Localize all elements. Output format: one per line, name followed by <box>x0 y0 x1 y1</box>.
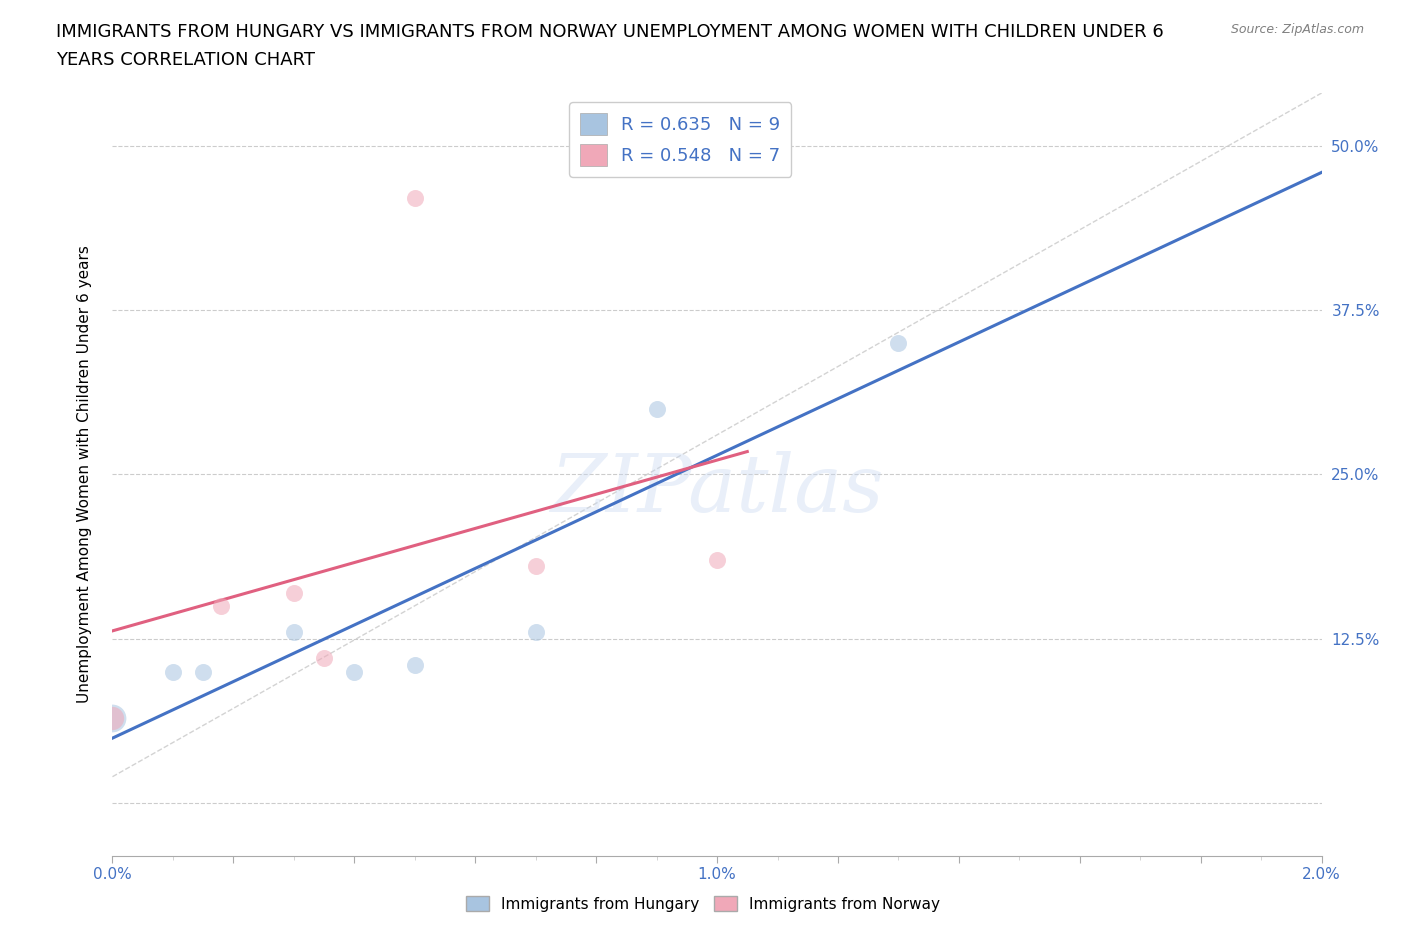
Legend: Immigrants from Hungary, Immigrants from Norway: Immigrants from Hungary, Immigrants from… <box>460 889 946 918</box>
Text: IMMIGRANTS FROM HUNGARY VS IMMIGRANTS FROM NORWAY UNEMPLOYMENT AMONG WOMEN WITH : IMMIGRANTS FROM HUNGARY VS IMMIGRANTS FR… <box>56 23 1164 41</box>
Text: Source: ZipAtlas.com: Source: ZipAtlas.com <box>1230 23 1364 36</box>
Point <box>343 664 366 679</box>
Point <box>162 664 184 679</box>
Point <box>524 625 547 640</box>
Point <box>312 651 335 666</box>
Y-axis label: Unemployment Among Women with Children Under 6 years: Unemployment Among Women with Children U… <box>77 246 91 703</box>
Point <box>404 658 426 672</box>
Point <box>191 664 215 679</box>
Point <box>404 191 426 206</box>
Point <box>209 598 232 613</box>
Point <box>283 585 305 600</box>
Point <box>283 625 305 640</box>
Point <box>887 336 910 351</box>
Point <box>524 559 547 574</box>
Text: ZIPatlas: ZIPatlas <box>550 451 884 528</box>
Point <box>706 552 728 567</box>
Point <box>645 401 668 416</box>
Point <box>101 711 124 725</box>
Text: YEARS CORRELATION CHART: YEARS CORRELATION CHART <box>56 51 315 69</box>
Legend: R = 0.635   N = 9, R = 0.548   N = 7: R = 0.635 N = 9, R = 0.548 N = 7 <box>569 102 792 177</box>
Point <box>101 711 124 725</box>
